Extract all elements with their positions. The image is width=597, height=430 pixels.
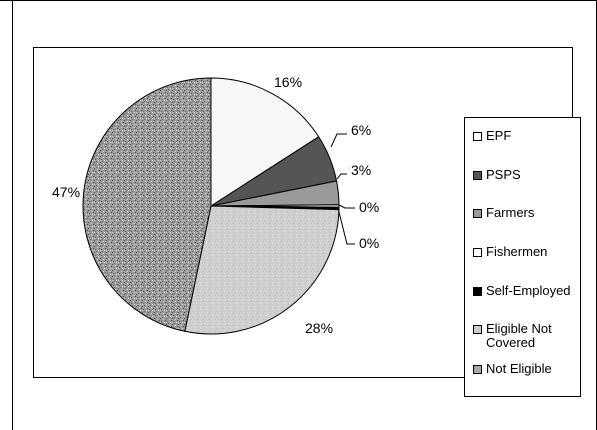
- data-label-epf: 16%: [274, 74, 302, 90]
- data-label-self-employed: 0%: [359, 235, 379, 251]
- page-left-rule: [12, 0, 13, 430]
- data-label-psps: 6%: [351, 122, 371, 138]
- leader-line-fishermen: [338, 204, 355, 209]
- pie-slice-epf: [210, 77, 320, 207]
- legend-swatch-epf: [473, 132, 482, 141]
- pie-slice-not-eligible: [82, 77, 212, 332]
- leader-line-farmers: [336, 173, 347, 180]
- chart-legend: EPF PSPS Farmers Fishermen Self-Employed…: [464, 117, 581, 397]
- legend-label-psps: PSPS: [486, 167, 521, 182]
- legend-label-eligible-not-covered: Eligible Not Covered: [486, 321, 552, 350]
- legend-swatch-eligible-not-covered: [473, 325, 482, 334]
- leader-line-self-employed: [337, 207, 355, 245]
- legend-item-epf: EPF: [473, 129, 581, 143]
- legend-label-not-eligible: Not Eligible: [486, 361, 552, 376]
- legend-label-fishermen: Fishermen: [486, 244, 548, 259]
- legend-item-fishermen: Fishermen: [473, 245, 581, 259]
- legend-item-psps: PSPS: [473, 168, 581, 182]
- legend-item-eligible-not-covered: Eligible Not Covered: [473, 322, 581, 350]
- legend-label-epf: EPF: [486, 128, 512, 143]
- legend-item-farmers: Farmers: [473, 206, 581, 220]
- legend-swatch-not-eligible: [473, 365, 482, 374]
- data-label-not-eligible: 47%: [52, 184, 80, 200]
- legend-label-farmers: Farmers: [486, 205, 535, 220]
- pie-slice-eligible-not-covered: [184, 205, 340, 335]
- data-label-fishermen: 0%: [359, 199, 379, 215]
- legend-swatch-psps: [473, 171, 482, 180]
- chart-area: 16% 6% 3% 0% 0% 28% 47% EPF PSPS Farmers Fishe…: [33, 47, 581, 397]
- legend-item-self-employed: Self-Employed: [473, 284, 581, 298]
- pie-chart: 16% 6% 3% 0% 0% 28% 47%: [52, 74, 379, 336]
- legend-item-not-eligible: Not Eligible: [473, 362, 581, 376]
- legend-swatch-fishermen: [473, 248, 482, 257]
- data-label-eligible-not-covered: 28%: [305, 320, 333, 336]
- legend-swatch-farmers: [473, 209, 482, 218]
- legend-swatch-self-employed: [473, 287, 482, 296]
- legend-label-self-employed: Self-Employed: [486, 283, 571, 298]
- data-label-farmers: 3%: [351, 162, 371, 178]
- leader-line-psps: [330, 133, 347, 148]
